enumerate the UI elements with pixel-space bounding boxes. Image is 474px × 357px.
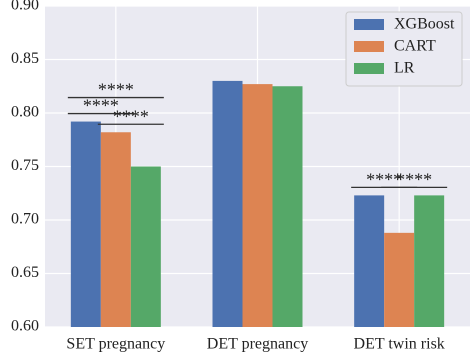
bar	[414, 195, 445, 327]
bar	[384, 232, 415, 327]
bar	[242, 84, 273, 327]
y-tick-label: 0.85	[11, 50, 39, 67]
bar	[212, 80, 243, 328]
x-tick-label: DET twin risk	[354, 336, 445, 353]
significance-label: ****	[396, 170, 432, 190]
legend-swatch	[354, 41, 384, 52]
x-tick-label: DET pregnancy	[207, 336, 308, 353]
y-tick-label: 0.70	[11, 211, 39, 228]
legend-label: CART	[394, 38, 436, 55]
legend-label: LR	[394, 60, 415, 77]
bar	[354, 195, 385, 327]
significance-label: ****	[83, 96, 119, 116]
significance-label: ****	[98, 80, 134, 100]
bar	[70, 121, 101, 327]
bar	[100, 132, 131, 327]
y-tick-label: 0.75	[11, 157, 39, 174]
y-tick-label: 0.80	[11, 104, 39, 121]
bar	[130, 166, 161, 327]
y-tick-label: 0.90	[11, 0, 39, 14]
bar	[272, 86, 303, 327]
x-tick-label: SET pregnancy	[66, 336, 165, 353]
legend-swatch	[354, 63, 384, 74]
y-tick-label: 0.60	[11, 318, 39, 335]
legend-label: XGBoost	[394, 16, 455, 33]
y-tick-label: 0.65	[11, 264, 39, 281]
significance-label: ****	[366, 170, 402, 190]
significance-label: ****	[113, 106, 149, 126]
legend-swatch	[354, 19, 384, 30]
